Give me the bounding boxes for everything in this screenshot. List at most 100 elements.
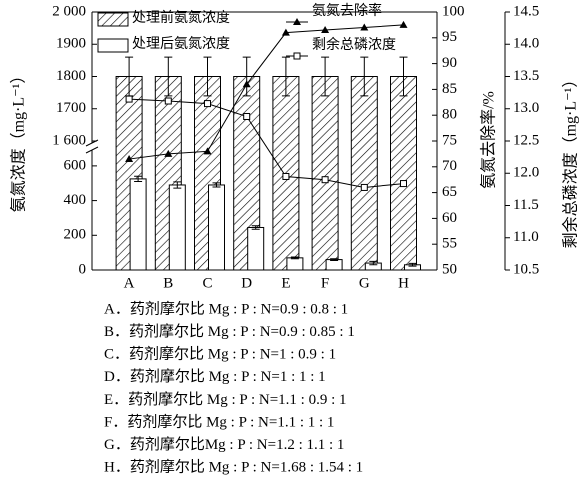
x-tick-label: B bbox=[163, 275, 173, 291]
y-tick-label: 1800 bbox=[56, 68, 86, 84]
y3-tick-label: 13.5 bbox=[513, 68, 539, 84]
y2-tick-label: 65 bbox=[442, 184, 457, 200]
bar bbox=[311, 76, 339, 271]
y-tick-label: 1700 bbox=[56, 100, 86, 116]
y2-tick-label: 50 bbox=[442, 261, 457, 277]
note: A．药剂摩尔比 Mg : P : N=0.9 : 0.8 : 1 bbox=[104, 299, 348, 317]
error-bar bbox=[399, 56, 408, 97]
error-bar bbox=[164, 56, 173, 97]
y3-tick-label: 11.5 bbox=[513, 197, 539, 213]
y3-tick-label: 13.0 bbox=[513, 100, 539, 116]
bar bbox=[390, 76, 417, 271]
legend-label: 剩余总磷浓度 bbox=[312, 36, 396, 53]
error-bar bbox=[290, 256, 299, 260]
line bbox=[129, 24, 404, 160]
error-bar bbox=[212, 182, 221, 188]
y3-axis-label: 剩余总磷浓度（mg·L⁻¹） bbox=[561, 72, 580, 249]
marker bbox=[204, 100, 211, 108]
y-tick-label: 200 bbox=[64, 227, 87, 243]
y3-tick-label: 12.0 bbox=[513, 165, 539, 181]
y2-tick-label: 90 bbox=[442, 55, 457, 71]
y-axis-label: 氨氮浓度（mg·L⁻¹） bbox=[10, 68, 28, 213]
error-bar bbox=[203, 56, 212, 97]
y-tick-label: 0 bbox=[79, 261, 87, 277]
y-tick-label: 2 000 bbox=[52, 3, 86, 19]
y3-tick-label: 14.5 bbox=[513, 3, 539, 19]
note: B．药剂摩尔比 Mg : P : N=0.9 : 0.85 : 1 bbox=[104, 322, 355, 340]
marker bbox=[360, 183, 368, 191]
legend-label: 处理前氨氮浓度 bbox=[132, 9, 230, 26]
legend-label: 氨氮去除率 bbox=[312, 2, 382, 19]
bar bbox=[350, 76, 378, 271]
marker bbox=[321, 176, 329, 184]
marker bbox=[400, 180, 407, 188]
line bbox=[129, 98, 404, 188]
error-bar bbox=[251, 225, 260, 230]
marker bbox=[203, 147, 212, 155]
legend-swatch bbox=[97, 12, 129, 27]
y2-tick-label: 85 bbox=[442, 81, 457, 97]
marker bbox=[125, 95, 133, 103]
legend-label: 处理后氨氮浓度 bbox=[132, 36, 230, 52]
y-tick-label: 1 600 bbox=[52, 132, 86, 148]
x-tick-label: G bbox=[359, 275, 370, 291]
y2-axis-label: 氨氮去除率/% bbox=[480, 91, 498, 189]
marker bbox=[243, 112, 251, 120]
y2-tick-label: 75 bbox=[442, 132, 457, 148]
bar bbox=[129, 178, 147, 271]
error-bar bbox=[134, 175, 143, 182]
error-bar bbox=[330, 258, 339, 261]
legend-marker bbox=[293, 18, 301, 25]
note: E．药剂摩尔比 Mg : P : N=1.1 : 0.9 : 1 bbox=[104, 390, 347, 408]
x-tick-label: A bbox=[124, 275, 135, 291]
error-bar bbox=[321, 56, 330, 97]
marker bbox=[282, 172, 290, 180]
y3-tick-label: 11.0 bbox=[513, 229, 539, 245]
error-bar bbox=[360, 56, 369, 97]
y2-tick-label: 70 bbox=[442, 158, 457, 174]
x-tick-label: D bbox=[241, 275, 252, 291]
bar bbox=[286, 257, 304, 271]
y2-tick-label: 60 bbox=[442, 210, 457, 226]
legend-marker bbox=[293, 52, 301, 60]
marker bbox=[164, 149, 173, 157]
y2-tick-label: 80 bbox=[442, 107, 457, 123]
bar bbox=[247, 226, 265, 271]
legend-swatch bbox=[97, 38, 129, 53]
x-tick-label: H bbox=[398, 275, 409, 291]
y2-tick-label: 95 bbox=[442, 29, 457, 45]
marker bbox=[281, 28, 290, 36]
bar bbox=[208, 184, 225, 271]
note: H．药剂摩尔比 Mg : P : N=1.68 : 1.54 : 1 bbox=[104, 458, 363, 476]
error-bar bbox=[281, 56, 290, 97]
error-bar bbox=[242, 56, 251, 97]
y-tick-label: 400 bbox=[64, 192, 87, 208]
note: D．药剂摩尔比 Mg : P : N=1 : 1 : 1 bbox=[104, 367, 326, 385]
error-bar bbox=[408, 262, 417, 267]
bar bbox=[168, 184, 186, 271]
note: G．药剂摩尔比Mg : P : N=1.2 : 1.1 : 1 bbox=[104, 435, 344, 453]
marker bbox=[399, 20, 408, 28]
marker bbox=[242, 80, 251, 88]
bar bbox=[325, 259, 343, 271]
y2-tick-label: 100 bbox=[442, 3, 465, 19]
error-bar bbox=[173, 181, 182, 189]
note: F．药剂摩尔比 Mg : P : N=1.1 : 1 : 1 bbox=[104, 412, 334, 430]
marker bbox=[125, 155, 134, 163]
x-tick-label: E bbox=[281, 275, 290, 291]
x-tick-label: C bbox=[202, 275, 212, 291]
x-tick-label: F bbox=[321, 275, 329, 291]
y-tick-label: 600 bbox=[64, 157, 87, 173]
axis-break bbox=[85, 146, 99, 154]
marker bbox=[360, 23, 369, 31]
marker bbox=[321, 26, 330, 34]
note: C．药剂摩尔比 Mg : P : N=1 : 0.9 : 1 bbox=[104, 345, 336, 363]
y3-tick-label: 14.0 bbox=[513, 36, 539, 52]
y3-tick-label: 10.5 bbox=[513, 261, 539, 277]
error-bar bbox=[369, 260, 378, 266]
y2-tick-label: 55 bbox=[442, 236, 457, 252]
marker bbox=[164, 97, 172, 105]
y-tick-label: 1900 bbox=[56, 36, 86, 52]
